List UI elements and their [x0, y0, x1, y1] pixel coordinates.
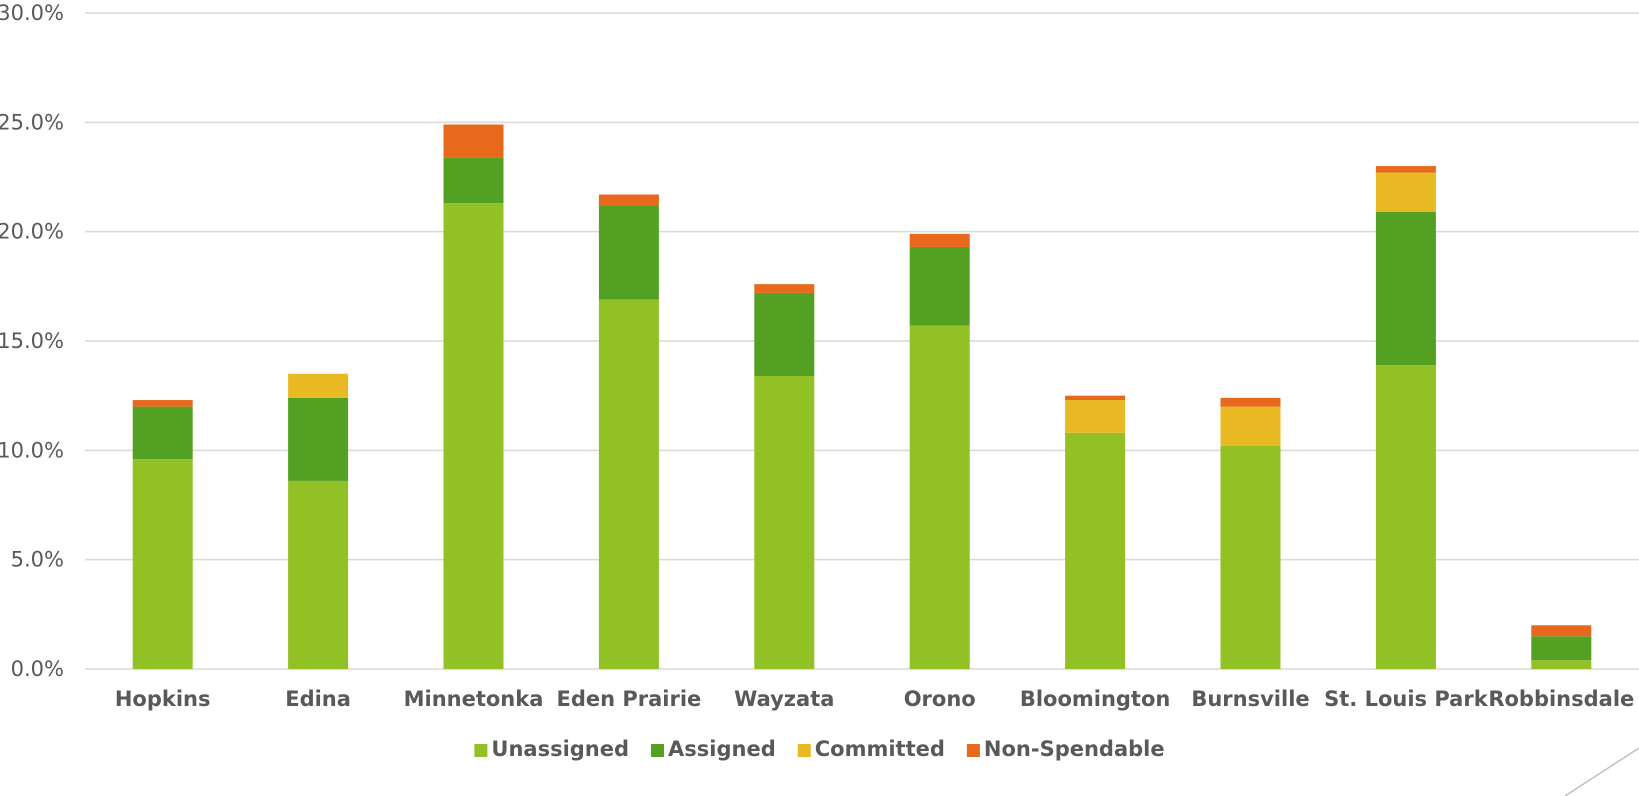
legend-item: Assigned: [651, 737, 776, 761]
x-category-label: Minnetonka: [404, 687, 544, 711]
bar-segment-assigned: [288, 397, 349, 481]
bar-segment-unassigned: [598, 299, 659, 669]
corner-decoration-line: [1564, 747, 1639, 796]
bar-segment-non-spendable: [1375, 166, 1436, 173]
bar-segment-unassigned: [443, 203, 504, 670]
bar-segment-assigned: [598, 205, 659, 300]
legend-swatch: [966, 744, 980, 757]
bar-segment-unassigned: [1531, 660, 1592, 669]
legend-label: Committed: [815, 737, 945, 761]
y-tick-label: 15.0%: [0, 329, 64, 353]
y-tick-label: 10.0%: [0, 438, 64, 462]
bar-segment-unassigned: [1065, 432, 1126, 669]
legend-swatch: [797, 744, 811, 757]
y-axis-ticks: 0.0% 5.0% 10.0% 15.0% 20.0% 25.0% 30.0%: [0, 1, 64, 681]
bar-segment-assigned: [132, 406, 193, 460]
bar-segment-non-spendable: [909, 233, 970, 247]
legend-label: Non-Spendable: [984, 737, 1165, 761]
x-category-label: Bloomington: [1020, 687, 1171, 711]
bar-segment-assigned: [443, 157, 504, 204]
y-tick-label: 5.0%: [11, 548, 64, 572]
legend-item: Unassigned: [474, 737, 629, 761]
bar-segment-unassigned: [754, 375, 815, 669]
bar-segment-unassigned: [288, 480, 349, 669]
bar-segment-committed: [1375, 172, 1436, 212]
x-category-label: Edina: [285, 687, 351, 711]
y-tick-label: 25.0%: [0, 110, 64, 134]
bar-segment-unassigned: [1375, 365, 1436, 669]
y-tick-label: 0.0%: [11, 657, 64, 681]
x-category-label: Orono: [904, 687, 976, 711]
x-category-label: Burnsville: [1191, 687, 1309, 711]
legend-label: Unassigned: [491, 737, 629, 761]
bar-segment-committed: [1065, 400, 1126, 433]
bar-segment-assigned: [1531, 636, 1592, 661]
bar-segment-assigned: [1375, 211, 1436, 366]
legend: Unassigned Assigned Committed Non-Spendable: [474, 737, 1165, 761]
bar-segment-committed: [1220, 406, 1281, 446]
legend-item: Non-Spendable: [966, 737, 1165, 761]
bar-segment-unassigned: [909, 325, 970, 669]
x-category-label: Hopkins: [115, 687, 211, 711]
bar-segment-assigned: [909, 246, 970, 326]
x-axis-labels: Hopkins Edina Minnetonka Eden Prairie Wayzat…: [115, 687, 1634, 711]
x-category-label: Eden Prairie: [557, 687, 702, 711]
bar-segment-non-spendable: [443, 124, 504, 158]
legend-swatch: [651, 744, 665, 757]
y-tick-label: 30.0%: [0, 1, 64, 25]
bar-segment-non-spendable: [132, 400, 193, 407]
x-category-label: St. Louis Park: [1324, 687, 1489, 711]
bar-segment-non-spendable: [1065, 395, 1126, 401]
bar-segment-non-spendable: [1531, 625, 1592, 637]
bar-segment-assigned: [754, 292, 815, 376]
bars: [132, 124, 1592, 670]
legend-item: Committed: [797, 737, 945, 761]
x-category-label: Wayzata: [734, 687, 834, 711]
bar-segment-non-spendable: [754, 284, 815, 293]
legend-swatch: [474, 744, 488, 757]
x-category-label: Robbinsdale: [1488, 687, 1634, 711]
bar-segment-unassigned: [132, 459, 193, 669]
bar-segment-committed: [288, 373, 349, 398]
bar-segment-unassigned: [1220, 445, 1281, 669]
bar-segment-non-spendable: [1220, 397, 1281, 407]
y-tick-label: 20.0%: [0, 220, 64, 244]
bar-segment-non-spendable: [598, 194, 659, 206]
legend-label: Assigned: [668, 737, 776, 761]
